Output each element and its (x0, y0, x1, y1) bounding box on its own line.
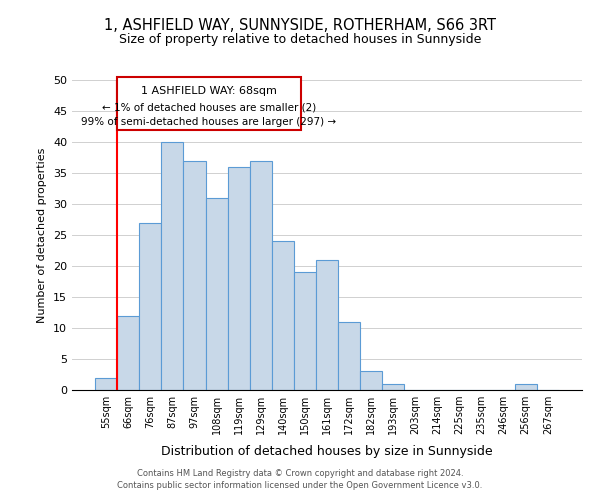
Bar (161, 142, 184, 390)
FancyBboxPatch shape (117, 77, 301, 130)
Bar (250, 160, 272, 390)
Bar (316, 260, 338, 390)
Y-axis label: Number of detached properties: Number of detached properties (37, 148, 47, 322)
Text: ← 1% of detached houses are smaller (2): ← 1% of detached houses are smaller (2) (102, 103, 316, 113)
Text: 1, ASHFIELD WAY, SUNNYSIDE, ROTHERHAM, S66 3RT: 1, ASHFIELD WAY, SUNNYSIDE, ROTHERHAM, S… (104, 18, 496, 32)
Bar (95, 378, 117, 390)
Bar (206, 198, 227, 390)
Bar (139, 222, 161, 390)
Text: Contains public sector information licensed under the Open Government Licence v3: Contains public sector information licen… (118, 481, 482, 490)
Bar (184, 160, 206, 390)
Text: 1 ASHFIELD WAY: 68sqm: 1 ASHFIELD WAY: 68sqm (141, 86, 277, 96)
Bar (272, 241, 294, 390)
Text: Contains HM Land Registry data © Crown copyright and database right 2024.: Contains HM Land Registry data © Crown c… (137, 468, 463, 477)
X-axis label: Distribution of detached houses by size in Sunnyside: Distribution of detached houses by size … (161, 446, 493, 458)
Text: Size of property relative to detached houses in Sunnyside: Size of property relative to detached ho… (119, 32, 481, 46)
Text: 99% of semi-detached houses are larger (297) →: 99% of semi-detached houses are larger (… (82, 117, 337, 127)
Bar (338, 322, 360, 390)
Bar (382, 384, 404, 390)
Bar (117, 316, 139, 390)
Bar (294, 272, 316, 390)
Bar (515, 384, 537, 390)
Bar (227, 167, 250, 390)
Bar (360, 372, 382, 390)
